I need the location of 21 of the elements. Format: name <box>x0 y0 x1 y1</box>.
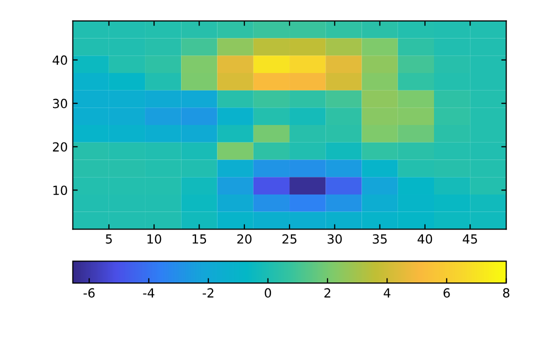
x-tick-label: 5 <box>106 234 112 244</box>
color-bar-label: 2 <box>324 288 330 298</box>
x-tick-label: 40 <box>418 234 432 244</box>
x-tick-label: 30 <box>328 234 342 244</box>
color-bar-label: -4 <box>143 288 154 298</box>
x-tick-label: 10 <box>147 234 162 244</box>
x-tick-label: 15 <box>192 234 206 244</box>
y-tick-label: 10 <box>53 186 68 196</box>
x-tick-label: 45 <box>462 234 477 244</box>
color-bar-label: 4 <box>384 288 390 298</box>
y-tick-label: 20 <box>52 142 68 152</box>
color-bar-label: -6 <box>84 288 95 298</box>
x-tick-label: 35 <box>372 234 387 244</box>
y-tick-label: 30 <box>52 98 68 108</box>
color-bar-label: 0 <box>264 288 272 298</box>
y-tick-label: 40 <box>52 55 68 65</box>
x-tick-label: 20 <box>237 234 252 244</box>
color-bar-label: 6 <box>444 288 450 298</box>
color-bar-label: -2 <box>202 288 214 298</box>
x-tick-label: 25 <box>282 234 296 244</box>
color-bar-label: 8 <box>503 288 510 298</box>
